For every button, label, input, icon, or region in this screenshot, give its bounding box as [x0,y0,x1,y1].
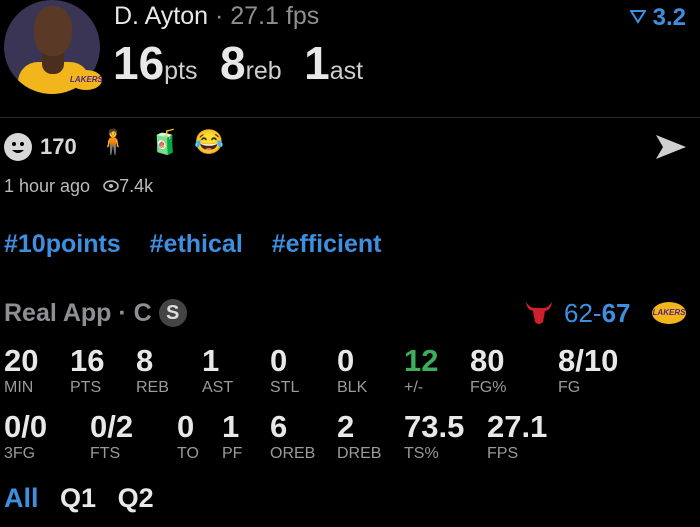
stat-label: PF [222,445,243,462]
ast-unit: ast [329,57,364,85]
stat-label: FG% [470,379,507,396]
filter-triangle-icon [629,10,647,24]
lakers-logo: LAKERS [652,302,686,324]
stat-value: 27.1 [487,409,548,444]
stat-value: 0 [337,343,355,378]
stat-value: 0 [177,409,195,444]
stat-value: 0 [270,343,288,378]
smiley-reaction-icon[interactable] [4,133,32,161]
stat-line: 16pts 8reb 1ast [113,36,381,90]
team-logo: LAKERS [70,70,103,90]
game-source: Real App · C S [4,299,187,328]
ast-value: 1 [304,37,330,89]
pts-unit: pts [164,57,198,85]
share-button[interactable] [654,133,688,161]
stat-value: 1 [202,343,220,378]
avatar-neck [42,52,64,74]
stat-label: FG [558,379,581,396]
stat-label: AST [202,379,234,396]
stat-label: BLK [337,379,368,396]
eye-icon [103,180,119,192]
hashtag[interactable]: #ethical [149,230,243,258]
quarter-tabs: All Q1 Q2 [4,483,168,514]
stat-label: FTS [90,445,121,462]
stat-label: REB [136,379,169,396]
stat-label: 3FG [4,445,36,462]
source-name: Real App [4,299,112,327]
stat-value: 8/10 [558,343,619,378]
timestamp: 1 hour ago [4,176,91,196]
position: C [133,299,152,327]
reaction-emoji-laughing[interactable]: 😂 [194,129,224,156]
reb-unit: reb [245,57,282,85]
divider [0,117,700,118]
stat-label: MIN [4,379,34,396]
stat-label: STL [270,379,300,396]
stat-value: 2 [337,409,355,444]
hashtags: #10points #ethical #efficient [4,230,403,259]
stat-value: 8 [136,343,154,378]
bull-icon [524,300,554,332]
starter-badge: S [158,299,187,327]
fps-value: 27.1 fps [230,2,320,30]
separator: · [118,299,127,327]
tab-q1[interactable]: Q1 [60,483,97,513]
stat-value: 20 [4,343,39,378]
stat-label: FPS [487,445,519,462]
stat-value-plus-minus: 12 [404,343,439,378]
stat-label: OREB [270,445,316,462]
post-meta: 1 hour ago 7.4k [4,176,153,197]
away-score: 67 [601,298,631,328]
player-title: D. Ayton · 27.1 fps [114,2,319,31]
stat-value: 73.5 [404,409,465,444]
stat-value: 80 [470,343,505,378]
rating-value: 3.2 [652,4,686,31]
stat-label: TS% [404,445,439,462]
rating-button[interactable]: 3.2 [629,4,686,32]
reb-value: 8 [219,37,246,89]
stat-label: DREB [337,445,382,462]
send-icon [656,135,686,159]
stat-value: 0/0 [4,409,48,444]
avatar-head [34,6,72,56]
stat-label: PTS [70,379,102,396]
stat-value: 1 [222,409,240,444]
score-dash: - [592,298,602,328]
stat-label: TO [177,445,199,462]
tab-all[interactable]: All [4,483,39,513]
hashtag[interactable]: #10points [4,230,121,258]
home-score: 62 [564,298,593,328]
view-count: 7.4k [119,176,154,196]
hashtag[interactable]: #efficient [271,230,382,258]
stat-value: 6 [270,409,288,444]
reaction-count: 170 [40,134,77,159]
pts-value: 16 [113,37,165,89]
tab-q2[interactable]: Q2 [117,483,154,513]
player-name[interactable]: D. Ayton [114,2,209,30]
stat-label: +/- [404,379,424,396]
game-score[interactable]: 62-67 [564,298,631,329]
separator: · [215,2,224,30]
stat-value: 16 [70,343,105,378]
stat-value: 0/2 [90,409,134,444]
reaction-emoji-juice[interactable]: 🧃 [150,129,180,156]
reaction-emoji-person[interactable]: 🧍 [98,129,128,156]
